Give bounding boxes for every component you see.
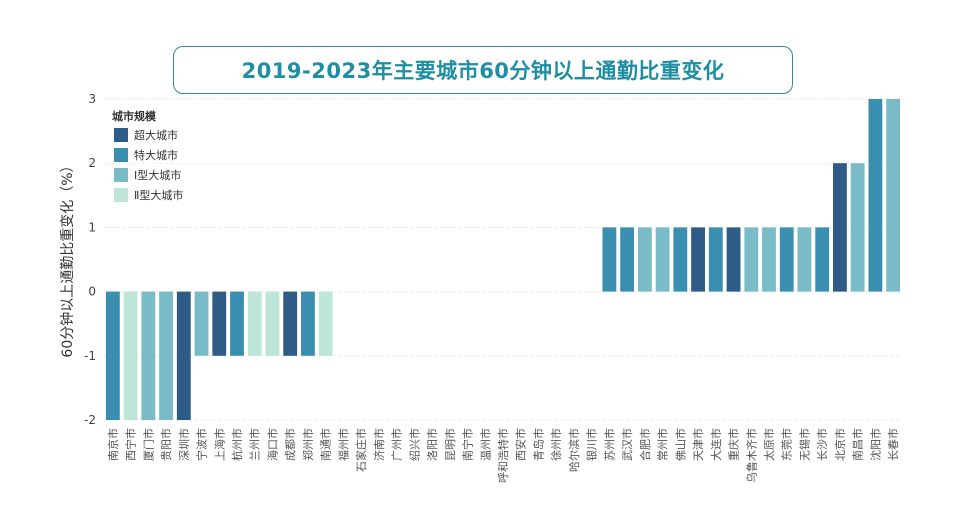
x-tick-label: 北京市 bbox=[833, 428, 847, 461]
x-tick-label: 海口市 bbox=[265, 428, 279, 461]
x-tick-label: 深圳市 bbox=[177, 428, 191, 461]
x-tick-label: 合肥市 bbox=[638, 428, 652, 461]
x-tick-label: 长沙市 bbox=[815, 428, 829, 461]
legend-swatch bbox=[114, 168, 128, 182]
bar bbox=[815, 227, 830, 292]
bar bbox=[655, 227, 670, 292]
x-tick-label: 徐州市 bbox=[549, 428, 563, 461]
bar bbox=[265, 291, 280, 356]
y-tick-label: 0 bbox=[88, 285, 96, 299]
x-tick-label: 成都市 bbox=[283, 428, 297, 461]
x-tick-label: 乌鲁木齐市 bbox=[744, 428, 758, 483]
bar bbox=[726, 227, 741, 292]
bars bbox=[105, 99, 901, 420]
x-tick-label: 武汉市 bbox=[620, 428, 634, 461]
x-tick-label: 昆明市 bbox=[443, 428, 457, 461]
x-tick-label: 天津市 bbox=[691, 428, 705, 461]
x-axis-labels: 南京市 西宁市 厦门市 贵阳市 深圳市 宁波市 上海市 杭州市 兰州市 海口市 成都市 郑州市 南通市福… bbox=[106, 428, 900, 483]
legend-label: 特大城市 bbox=[134, 148, 178, 162]
bar bbox=[779, 227, 794, 292]
x-tick-label: 南宁市 bbox=[461, 428, 475, 461]
x-tick-label: 沈阳市 bbox=[868, 428, 882, 461]
bar bbox=[247, 291, 262, 356]
x-tick-label: 厦门市 bbox=[141, 428, 155, 461]
bar bbox=[230, 291, 244, 356]
x-tick-label: 大连市 bbox=[709, 428, 723, 461]
bar bbox=[744, 227, 759, 292]
x-tick-label: 哈尔滨市 bbox=[567, 428, 581, 472]
x-tick-label: 南通市 bbox=[319, 428, 333, 461]
bar bbox=[708, 227, 723, 292]
legend-swatch bbox=[114, 188, 128, 202]
x-tick-label: 银川市 bbox=[585, 428, 599, 461]
bar bbox=[159, 291, 173, 420]
x-tick-label: 洛阳市 bbox=[425, 428, 439, 461]
x-tick-label: 宁波市 bbox=[195, 428, 209, 461]
legend-title: 城市规模 bbox=[112, 109, 157, 123]
x-tick-label: 佛山市 bbox=[673, 428, 687, 461]
x-tick-label: 济南市 bbox=[372, 428, 386, 461]
legend-label: Ⅱ型大城市 bbox=[134, 188, 183, 202]
x-tick-label: 常州市 bbox=[656, 428, 670, 461]
bar bbox=[318, 291, 333, 356]
bar bbox=[886, 99, 901, 292]
bar bbox=[850, 163, 865, 292]
bar bbox=[283, 291, 298, 356]
bar bbox=[141, 291, 156, 420]
bar bbox=[123, 291, 138, 420]
x-tick-label: 西宁市 bbox=[124, 428, 138, 461]
x-tick-label: 重庆市 bbox=[727, 428, 741, 461]
x-tick-label: 兰州市 bbox=[248, 428, 262, 461]
x-tick-label: 广州市 bbox=[390, 428, 404, 461]
x-tick-label: 石家庄市 bbox=[354, 428, 368, 472]
x-tick-label: 苏州市 bbox=[602, 428, 616, 461]
x-tick-label: 青岛市 bbox=[531, 428, 545, 461]
legend-swatch bbox=[114, 128, 128, 142]
bar bbox=[301, 291, 315, 356]
x-tick-label: 郑州市 bbox=[301, 428, 315, 461]
x-tick-label: 福州市 bbox=[336, 428, 350, 461]
chart-title: 2019-2023年主要城市60分钟以上通勤比重变化 bbox=[241, 59, 725, 83]
x-tick-label: 呼和浩特市 bbox=[496, 428, 510, 483]
bar bbox=[176, 291, 191, 420]
bar bbox=[762, 227, 776, 292]
bar bbox=[691, 227, 705, 292]
x-tick-label: 无锡市 bbox=[797, 428, 811, 461]
legend-swatch bbox=[114, 148, 128, 162]
bar bbox=[868, 99, 883, 292]
bar bbox=[602, 227, 617, 292]
y-tick-label: -1 bbox=[84, 349, 96, 363]
bar bbox=[833, 163, 847, 292]
bar bbox=[673, 227, 688, 292]
x-tick-label: 杭州市 bbox=[230, 428, 244, 461]
bar bbox=[637, 227, 652, 292]
legend-label: Ⅰ型大城市 bbox=[134, 168, 181, 182]
bar bbox=[212, 291, 227, 356]
x-tick-label: 南昌市 bbox=[851, 428, 865, 461]
x-tick-label: 绍兴市 bbox=[407, 428, 421, 461]
bar bbox=[620, 227, 635, 292]
x-tick-label: 温州市 bbox=[478, 428, 492, 461]
x-tick-label: 太原市 bbox=[762, 428, 776, 461]
chart-title-box: 2019-2023年主要城市60分钟以上通勤比重变化 bbox=[173, 46, 793, 94]
y-tick-label: 3 bbox=[88, 92, 96, 106]
x-tick-label: 上海市 bbox=[212, 428, 226, 461]
x-tick-label: 贵阳市 bbox=[159, 428, 173, 461]
x-tick-label: 东莞市 bbox=[780, 428, 794, 461]
bar bbox=[105, 291, 120, 420]
y-tick-label: -2 bbox=[84, 413, 96, 427]
legend-label: 超大城市 bbox=[134, 128, 178, 142]
x-tick-label: 南京市 bbox=[106, 428, 120, 461]
y-tick-label: 1 bbox=[88, 220, 96, 234]
bar bbox=[194, 291, 209, 356]
x-tick-label: 长春市 bbox=[886, 428, 900, 461]
y-axis-ticks: -2 -1 0 1 2 3 bbox=[84, 92, 96, 427]
bar bbox=[797, 227, 812, 292]
x-tick-label: 西安市 bbox=[514, 428, 528, 461]
y-tick-label: 2 bbox=[88, 156, 96, 170]
y-axis-label: 60分钟以上通勤比重变化（%） bbox=[59, 158, 76, 357]
